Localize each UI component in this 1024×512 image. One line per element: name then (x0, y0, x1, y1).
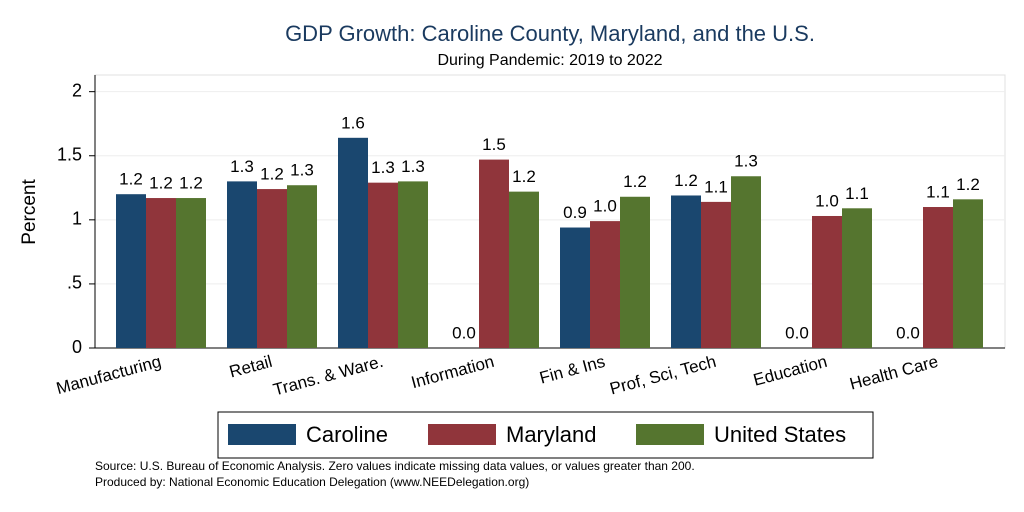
y-tick-label: 2 (72, 80, 82, 100)
value-label: 1.6 (341, 113, 365, 132)
value-label: 1.2 (623, 172, 647, 191)
bar (257, 189, 287, 348)
y-tick-label: 1 (72, 209, 82, 229)
value-label: 0.0 (785, 323, 809, 342)
value-label: 1.1 (845, 184, 869, 203)
value-label: 1.2 (956, 175, 980, 194)
legend-swatch (428, 424, 496, 445)
bar (479, 159, 509, 348)
bar (227, 181, 257, 348)
y-tick-label: 0 (72, 337, 82, 357)
bar (146, 198, 176, 348)
value-label: 1.3 (371, 158, 395, 177)
bar (368, 182, 398, 348)
bar (176, 198, 206, 348)
legend-label: Maryland (506, 422, 596, 447)
legend-label: Caroline (306, 422, 388, 447)
bar (560, 227, 590, 348)
bar (287, 185, 317, 348)
legend-swatch (228, 424, 296, 445)
y-axis-label: Percent (19, 179, 40, 245)
bar (842, 208, 872, 348)
bar (338, 137, 368, 348)
chart-title: GDP Growth: Caroline County, Maryland, a… (285, 21, 815, 46)
value-label: 0.0 (896, 323, 920, 342)
value-label: 1.2 (119, 170, 143, 189)
value-label: 1.1 (926, 182, 950, 201)
value-label: 1.1 (704, 177, 728, 196)
value-label: 0.0 (452, 323, 476, 342)
bar (398, 181, 428, 348)
value-label: 1.2 (179, 174, 203, 193)
value-label: 1.2 (512, 167, 536, 186)
bar (509, 191, 539, 348)
value-label: 1.3 (401, 157, 425, 176)
legend-label: United States (714, 422, 846, 447)
bar (923, 207, 953, 348)
bar (671, 195, 701, 348)
value-label: 1.0 (815, 191, 839, 210)
bar (116, 194, 146, 348)
legend (217, 411, 874, 459)
bar (701, 201, 731, 348)
value-label: 1.2 (674, 171, 698, 190)
source-note: Source: U.S. Bureau of Economic Analysis… (95, 459, 695, 473)
bar (953, 199, 983, 348)
value-label: 1.2 (149, 174, 173, 193)
y-tick-label: 1.5 (57, 144, 82, 164)
value-label: 1.5 (482, 135, 506, 154)
bar (620, 196, 650, 348)
value-label: 0.9 (563, 203, 587, 222)
credit-note: Produced by: National Economic Education… (95, 475, 529, 489)
bar (590, 221, 620, 348)
value-label: 1.3 (734, 152, 758, 171)
bar (731, 176, 761, 348)
bar (812, 215, 842, 348)
chart-subtitle: During Pandemic: 2019 to 2022 (437, 52, 662, 69)
legend-swatch (636, 424, 704, 445)
value-label: 1.2 (260, 165, 284, 184)
value-label: 1.3 (230, 157, 254, 176)
value-label: 1.3 (290, 161, 314, 180)
value-label: 1.0 (593, 197, 617, 216)
y-tick-label: .5 (67, 273, 82, 293)
